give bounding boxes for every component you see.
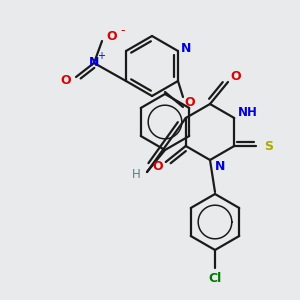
- Text: +: +: [97, 51, 105, 61]
- Text: NH: NH: [238, 106, 258, 118]
- Text: O: O: [107, 31, 117, 44]
- Text: N: N: [181, 43, 191, 56]
- Text: O: O: [61, 74, 71, 88]
- Text: Cl: Cl: [208, 272, 222, 284]
- Text: S: S: [264, 140, 273, 152]
- Text: O: O: [185, 97, 195, 110]
- Text: N: N: [215, 160, 225, 172]
- Text: O: O: [231, 70, 241, 83]
- Text: -: -: [121, 25, 125, 38]
- Text: N: N: [89, 56, 99, 70]
- Text: O: O: [152, 160, 163, 173]
- Text: H: H: [132, 169, 140, 182]
